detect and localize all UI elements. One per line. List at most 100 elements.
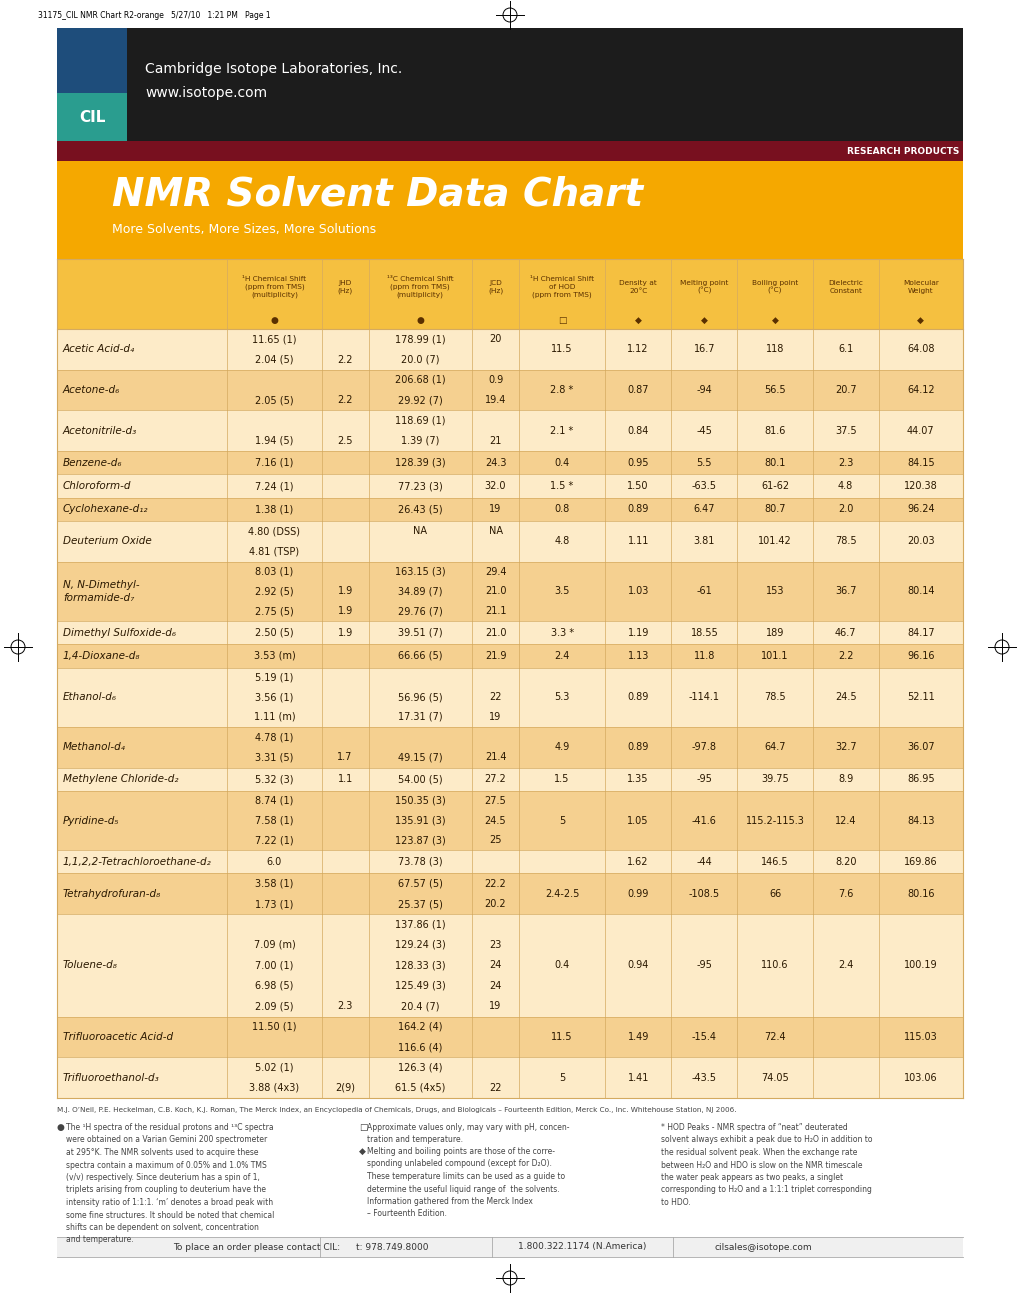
Text: 0.8: 0.8: [554, 504, 570, 515]
Text: 4.80 (DSS): 4.80 (DSS): [249, 526, 301, 537]
Text: 126.3 (4): 126.3 (4): [397, 1063, 442, 1072]
Text: 0.89: 0.89: [627, 742, 648, 753]
Text: 2.4: 2.4: [554, 650, 570, 661]
Text: 24: 24: [489, 961, 501, 970]
Bar: [57, 498, 962, 521]
Text: 21.0: 21.0: [484, 586, 505, 596]
Text: 32.7: 32.7: [834, 742, 856, 753]
Bar: [57, 1237, 962, 1257]
Text: 7.24 (1): 7.24 (1): [255, 481, 293, 491]
Text: 20.03: 20.03: [906, 537, 933, 547]
Text: Melting point
(°C): Melting point (°C): [680, 279, 728, 295]
Text: ◆: ◆: [916, 315, 923, 325]
Text: JHD
(Hz): JHD (Hz): [337, 281, 353, 294]
Text: 128.39 (3): 128.39 (3): [394, 458, 445, 468]
Text: 64.08: 64.08: [906, 344, 933, 354]
Text: 17.31 (7): 17.31 (7): [397, 712, 442, 721]
Text: 4.8: 4.8: [554, 537, 570, 547]
Text: More Solvents, More Sizes, More Solutions: More Solvents, More Sizes, More Solution…: [112, 222, 376, 235]
Text: 81.6: 81.6: [763, 425, 785, 436]
Text: 4.9: 4.9: [554, 742, 570, 753]
Text: Acetonitrile-d₃: Acetonitrile-d₃: [63, 425, 138, 436]
Text: 80.16: 80.16: [906, 888, 933, 899]
Text: 6.98 (5): 6.98 (5): [255, 981, 293, 990]
Text: 1.41: 1.41: [627, 1073, 648, 1082]
Bar: [57, 1058, 962, 1098]
Text: 169.86: 169.86: [903, 857, 936, 866]
Text: 1.05: 1.05: [627, 816, 648, 825]
Text: 21.4: 21.4: [484, 753, 505, 763]
Text: 4.78 (1): 4.78 (1): [255, 732, 293, 742]
Text: 67.57 (5): 67.57 (5): [397, 879, 442, 888]
Text: 86.95: 86.95: [906, 775, 933, 785]
Text: 52.11: 52.11: [906, 692, 933, 702]
Text: Trifluoroethanol-d₃: Trifluoroethanol-d₃: [63, 1073, 160, 1082]
Text: 2.4-2.5: 2.4-2.5: [544, 888, 579, 899]
Text: 3.3 *: 3.3 *: [550, 627, 573, 637]
Text: 20.4 (7): 20.4 (7): [400, 1001, 439, 1011]
Text: RESEARCH PRODUCTS: RESEARCH PRODUCTS: [846, 146, 958, 155]
Text: 2.09 (5): 2.09 (5): [255, 1001, 293, 1011]
Text: 7.09 (m): 7.09 (m): [254, 940, 296, 950]
Text: 11.8: 11.8: [693, 650, 714, 661]
Text: 21.1: 21.1: [484, 606, 505, 617]
Text: 1.35: 1.35: [627, 775, 648, 785]
Text: 3.81: 3.81: [693, 537, 714, 547]
Text: 39.75: 39.75: [760, 775, 788, 785]
Text: 8.03 (1): 8.03 (1): [255, 566, 293, 577]
Text: 78.5: 78.5: [834, 537, 856, 547]
Text: 27.5: 27.5: [484, 795, 505, 806]
Text: 36.7: 36.7: [835, 586, 856, 596]
Text: 5.19 (1): 5.19 (1): [255, 672, 293, 683]
Text: 1,1,2,2-Tetrachloroethane-d₂: 1,1,2,2-Tetrachloroethane-d₂: [63, 857, 212, 866]
Text: 12.4: 12.4: [835, 816, 856, 825]
Text: 80.7: 80.7: [763, 504, 785, 515]
Text: 24.3: 24.3: [484, 458, 505, 468]
Text: 150.35 (3): 150.35 (3): [394, 795, 445, 806]
Bar: [57, 561, 962, 621]
Text: □: □: [557, 315, 566, 325]
Text: 0.89: 0.89: [627, 504, 648, 515]
Text: 1.94 (5): 1.94 (5): [255, 436, 293, 446]
Text: 19: 19: [489, 504, 501, 515]
Text: 8.74 (1): 8.74 (1): [255, 795, 293, 806]
Bar: [57, 727, 962, 768]
Text: 20.2: 20.2: [484, 899, 505, 909]
Text: 20.0 (7): 20.0 (7): [400, 354, 439, 365]
Text: 206.68 (1): 206.68 (1): [394, 375, 445, 385]
Text: 0.9: 0.9: [487, 375, 502, 385]
Text: -95: -95: [696, 961, 711, 970]
Text: Deuterium Oxide: Deuterium Oxide: [63, 537, 152, 547]
Text: 1.9: 1.9: [337, 627, 353, 637]
Text: 1.03: 1.03: [627, 586, 648, 596]
Text: 19: 19: [489, 1001, 501, 1011]
Text: 0.99: 0.99: [627, 888, 648, 899]
Text: 3.53 (m): 3.53 (m): [254, 650, 296, 661]
Bar: [57, 851, 962, 874]
Bar: [57, 667, 962, 727]
Text: 7.16 (1): 7.16 (1): [255, 458, 293, 468]
Text: 2.8 *: 2.8 *: [550, 385, 573, 396]
Text: Toluene-d₈: Toluene-d₈: [63, 961, 118, 970]
Text: 101.1: 101.1: [760, 650, 788, 661]
Bar: [57, 475, 962, 498]
Text: -61: -61: [696, 586, 711, 596]
Text: 116.6 (4): 116.6 (4): [397, 1042, 442, 1053]
Text: 25.37 (5): 25.37 (5): [397, 899, 442, 909]
Text: t: 978.749.8000: t: 978.749.8000: [356, 1243, 428, 1252]
Text: 1.62: 1.62: [627, 857, 648, 866]
Text: 1.13: 1.13: [627, 650, 648, 661]
Text: 6.0: 6.0: [267, 857, 282, 866]
Text: ●: ●: [270, 315, 278, 325]
Text: 46.7: 46.7: [835, 627, 856, 637]
Bar: [57, 874, 962, 914]
Text: NA: NA: [413, 526, 427, 537]
Text: 1.5 *: 1.5 *: [550, 481, 573, 491]
Text: 115.03: 115.03: [903, 1032, 936, 1042]
Text: -114.1: -114.1: [688, 692, 719, 702]
Text: Benzene-d₆: Benzene-d₆: [63, 458, 122, 468]
Text: 101.42: 101.42: [757, 537, 791, 547]
Bar: [57, 521, 962, 561]
Bar: [57, 410, 962, 451]
Text: 2.2: 2.2: [337, 354, 353, 365]
